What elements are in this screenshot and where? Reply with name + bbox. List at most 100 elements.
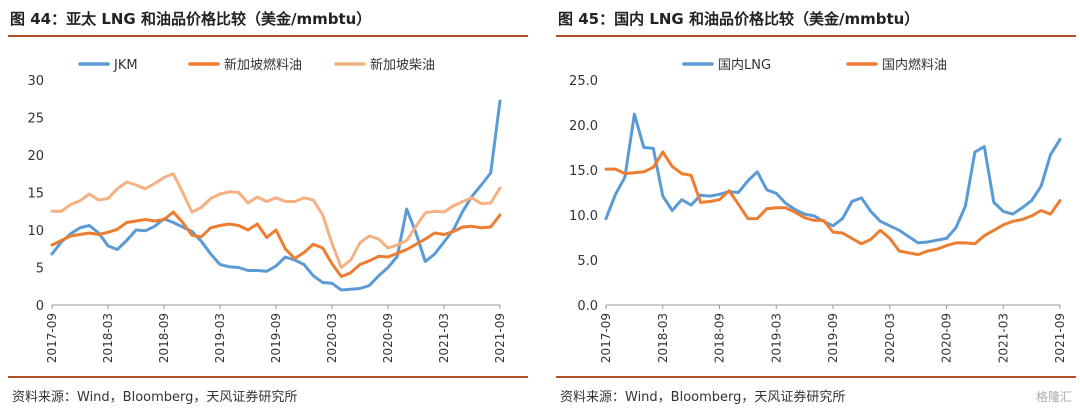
- source-rule: [8, 376, 528, 378]
- data-point: [737, 203, 740, 206]
- data-point: [480, 183, 483, 187]
- data-point: [125, 180, 128, 184]
- data-point: [1030, 199, 1033, 202]
- line-chart-jkm-vs-oil: JKM 新加坡燃料油 新加坡柴油 0 5 10 15 20 25 30 2017-09 2018-03…: [27, 57, 507, 363]
- data-point: [246, 269, 250, 272]
- data-point: [284, 247, 287, 250]
- data-point: [661, 150, 664, 154]
- data-point: [964, 241, 967, 245]
- data-point: [377, 274, 380, 277]
- data-point: [200, 206, 203, 209]
- data-point: [898, 249, 901, 253]
- data-point: [793, 208, 797, 211]
- data-point: [1058, 138, 1062, 141]
- data-point: [850, 237, 854, 240]
- x-tick-label: 2018-03: [656, 313, 670, 363]
- data-point: [708, 200, 712, 203]
- data-point: [321, 213, 324, 217]
- data-point: [746, 179, 750, 182]
- data-point: [489, 201, 492, 205]
- data-point: [256, 195, 259, 199]
- x-tick-label: 2021-03: [996, 313, 1010, 363]
- data-point: [330, 282, 334, 285]
- data-point: [209, 226, 212, 229]
- data-point: [256, 269, 259, 272]
- data-point: [498, 186, 502, 190]
- data-point: [879, 229, 882, 232]
- x-tick-label: 2017-09: [599, 313, 613, 363]
- data-point: [850, 200, 854, 203]
- data-point: [907, 251, 910, 254]
- data-point: [718, 193, 721, 196]
- data-point: [312, 243, 315, 246]
- x-tick-label: 2020-09: [381, 313, 395, 363]
- data-point: [1039, 209, 1043, 212]
- data-point: [727, 189, 731, 192]
- data-point: [106, 197, 110, 200]
- data-point: [144, 218, 147, 221]
- data-point: [1020, 206, 1024, 209]
- y-tick-label: 0: [36, 299, 44, 314]
- data-point: [228, 265, 231, 268]
- legend-label: 新加坡燃料油: [224, 57, 302, 73]
- data-point: [293, 200, 296, 203]
- data-point: [1049, 153, 1052, 156]
- x-tick-label: 2019-09: [269, 313, 283, 363]
- data-point: [1011, 212, 1014, 216]
- data-point: [144, 229, 147, 232]
- data-point: [1039, 185, 1043, 188]
- data-point: [452, 204, 455, 208]
- data-point: [340, 275, 343, 278]
- data-point: [162, 176, 166, 179]
- data-point: [879, 220, 882, 223]
- data-point: [106, 244, 110, 247]
- data-point: [461, 225, 464, 229]
- data-point: [190, 210, 194, 214]
- data-point: [898, 229, 901, 232]
- data-point: [405, 248, 408, 251]
- y-tick-label: 20: [27, 149, 44, 164]
- data-point: [614, 167, 617, 171]
- x-tick-label: 2020-03: [883, 313, 897, 363]
- data-point: [153, 182, 156, 185]
- legend-label: 新加坡柴油: [370, 57, 435, 73]
- source-rule: [556, 376, 1076, 378]
- data-point: [699, 201, 702, 204]
- data-point: [106, 231, 110, 234]
- data-point: [442, 233, 446, 236]
- data-point: [480, 226, 483, 229]
- data-point: [172, 172, 175, 175]
- data-point: [116, 248, 119, 251]
- data-point: [50, 210, 54, 213]
- data-point: [50, 252, 54, 256]
- data-point: [162, 218, 166, 221]
- data-point: [642, 170, 646, 173]
- data-point: [330, 262, 334, 265]
- data-point: [470, 196, 474, 199]
- data-point: [831, 224, 835, 227]
- data-point: [405, 207, 408, 211]
- data-point: [633, 113, 636, 116]
- data-point: [274, 196, 278, 199]
- data-point: [498, 213, 502, 217]
- data-point: [642, 146, 646, 149]
- data-point: [869, 238, 873, 241]
- x-tick-label: 2021-03: [437, 313, 451, 363]
- data-point: [265, 236, 268, 239]
- data-point: [368, 234, 371, 238]
- chart-title: 图 45：国内 LNG 和油品价格比较（美金/mmbtu）: [558, 10, 920, 28]
- data-point: [1049, 212, 1052, 216]
- data-point: [433, 252, 436, 256]
- data-point: [756, 170, 759, 173]
- data-point: [765, 188, 768, 191]
- data-point: [604, 217, 608, 220]
- data-point: [775, 206, 778, 209]
- data-point: [841, 231, 844, 235]
- data-point: [200, 240, 203, 243]
- data-point: [812, 214, 816, 218]
- data-point: [377, 255, 380, 258]
- data-point: [349, 271, 352, 274]
- data-point: [954, 241, 958, 245]
- legend-label: 国内LNG: [718, 57, 771, 73]
- series-line: [50, 99, 502, 292]
